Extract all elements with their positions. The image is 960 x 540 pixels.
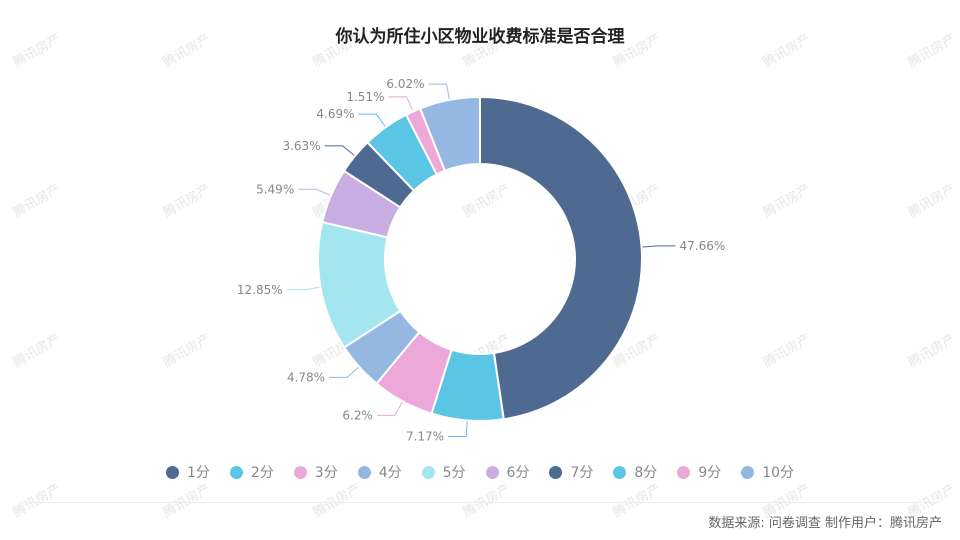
donut-slice-10[interactable] (418, 95, 481, 173)
legend-swatch (165, 465, 179, 479)
legend-swatch (549, 465, 563, 479)
label-leader-line (388, 96, 414, 111)
legend-label: 1分 (186, 465, 210, 481)
legend-item[interactable]: 8分 (613, 462, 657, 482)
legend-swatch (229, 465, 243, 479)
slice-label: 6.02% (386, 77, 424, 91)
slice-label: 4.78% (287, 370, 325, 384)
label-leader-line (376, 401, 403, 416)
slice-label: 3.63% (282, 139, 320, 153)
slice-label: 12.85% (237, 283, 283, 297)
legend-swatch (677, 465, 691, 479)
slice-label: 1.51% (346, 90, 384, 104)
legend-label: 6分 (506, 465, 530, 481)
chart-legend: 1分 2分 3分 4分 5分 6分 7分 8分 9分 10分 (0, 462, 960, 482)
legend-swatch (421, 465, 435, 479)
legend-swatch (741, 465, 755, 479)
chart-title: 你认为所住小区物业收费标准是否合理 (335, 27, 625, 47)
legend-item[interactable]: 2分 (229, 462, 274, 482)
donut-slice-1[interactable] (479, 95, 643, 421)
legend-item[interactable]: 7分 (549, 462, 593, 482)
legend-label: 2分 (250, 465, 274, 481)
label-leader-line (286, 286, 320, 291)
legend-label: 7分 (570, 465, 594, 481)
slice-label: 4.69% (316, 107, 354, 121)
slice-label: 47.66% (680, 239, 726, 253)
legend-item[interactable]: 5分 (421, 462, 466, 482)
legend-item[interactable]: 1分 (165, 462, 210, 482)
legend-item[interactable]: 3分 (293, 462, 338, 482)
footer-divider (20, 502, 940, 503)
legend-label: 3分 (314, 465, 338, 481)
legend-swatch (293, 465, 307, 479)
label-leader-line (358, 113, 386, 127)
source-note: 数据来源: 问卷调查 制作用户：腾讯房产 (708, 516, 942, 531)
label-leader-line (448, 421, 468, 437)
legend-item[interactable]: 9分 (677, 462, 721, 482)
label-leader-line (298, 188, 331, 196)
legend-label: 5分 (442, 465, 466, 481)
label-leader-line (324, 145, 355, 156)
legend-label: 8分 (634, 465, 658, 481)
label-leader-line (329, 367, 359, 378)
slice-label: 7.17% (406, 429, 444, 443)
label-leader-line (642, 245, 676, 248)
legend-swatch (357, 465, 371, 479)
legend-item[interactable]: 10分 (741, 462, 794, 482)
slice-label: 6.2% (342, 408, 373, 422)
legend-label: 9分 (698, 465, 722, 481)
legend-item[interactable]: 6分 (485, 462, 530, 482)
legend-label: 4分 (378, 465, 402, 481)
legend-item[interactable]: 4分 (357, 462, 402, 482)
slice-label: 5.49% (256, 182, 294, 196)
legend-swatch (613, 465, 627, 479)
legend-swatch (485, 465, 499, 479)
label-leader-line (428, 83, 450, 100)
legend-label: 10分 (762, 465, 795, 481)
